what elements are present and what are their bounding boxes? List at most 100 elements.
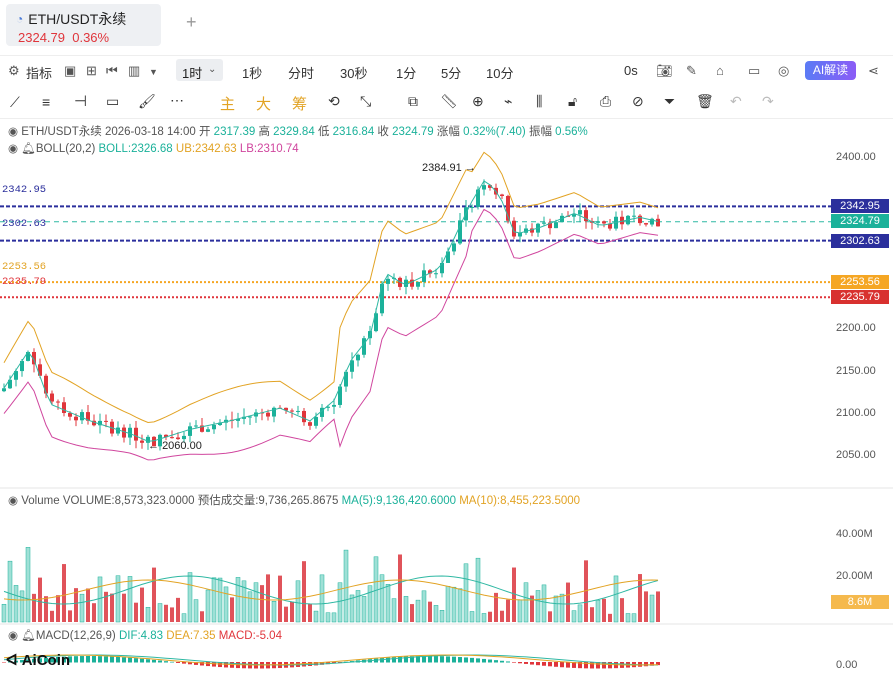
compare-icon[interactable]: ▭ (748, 63, 761, 78)
timeframe-selected[interactable]: 1时 ⌄ (176, 59, 223, 81)
undo-icon[interactable]: ↶ (730, 93, 742, 109)
tf-5m[interactable]: 5分 (441, 66, 462, 81)
candle-body (308, 422, 312, 426)
candle-body (542, 222, 546, 224)
macd-dif: DIF:4.83 (118, 630, 164, 642)
candle-body (344, 371, 348, 387)
volume-bar (385, 584, 391, 623)
collapse-icon[interactable]: ◉ (8, 143, 19, 155)
volume-bar (176, 597, 180, 622)
more-icon[interactable]: ⋯ (170, 92, 184, 108)
macd-bar (578, 662, 582, 669)
loading-icon: ◔ (16, 12, 24, 26)
alert-icon[interactable]: ⎙ (600, 93, 612, 109)
trendline-icon[interactable]: ⟋ (10, 94, 20, 110)
share-icon[interactable]: ⋖ (868, 63, 879, 78)
main-chart-toggle[interactable]: 主 (220, 96, 236, 113)
rect-icon[interactable]: ▭ (106, 93, 120, 109)
brush-icon[interactable]: 🖌︎ (138, 93, 156, 109)
aicoin-logo: ᐊ AiCoin (6, 652, 71, 669)
candle-body (248, 416, 252, 418)
ruler-icon[interactable]: 📏︎ (440, 93, 458, 109)
candle-body (80, 412, 84, 421)
volume-bar (577, 604, 583, 623)
eye-icon[interactable]: ◉ (8, 630, 19, 642)
replay-icon[interactable]: ⏮ (106, 63, 118, 78)
bar-type-icon[interactable]: ▥ (128, 63, 141, 78)
volume-bar (506, 599, 510, 622)
tf-fenshi[interactable]: 分时 (288, 66, 315, 81)
macd-bar (188, 662, 192, 665)
tf-1m[interactable]: 1分 (396, 66, 417, 81)
eye-icon[interactable]: ◉ (8, 126, 19, 138)
chip-toggle[interactable]: 筹 (292, 96, 308, 113)
candles-icon[interactable]: ⫼ (536, 93, 543, 109)
lock-icon[interactable]: 🔓︎ (568, 93, 578, 109)
boll-mid-line (3, 180, 659, 442)
volume-bar (230, 597, 234, 622)
copy-icon[interactable]: ⧉ (408, 93, 418, 109)
candle-body (26, 351, 30, 361)
eye-icon[interactable]: ◉ (8, 495, 19, 507)
candle-body (170, 437, 174, 439)
tf-1s[interactable]: 1秒 (242, 66, 263, 81)
measure-icon[interactable]: ⤡ (360, 93, 372, 109)
lines-icon[interactable]: ≡ (42, 94, 51, 110)
chevron-down-icon[interactable]: ▼ (149, 67, 158, 77)
macd-bar (584, 662, 588, 669)
tf-30s[interactable]: 30秒 (340, 66, 368, 81)
volume-bar (625, 613, 631, 623)
edit-icon[interactable]: ✎ (686, 63, 697, 78)
volume-bar (488, 611, 492, 622)
chart-toolbar: ⚙ 指标 ▣ ⊞ ⏮ ▥ ▼ 1时 ⌄ 1秒 分时 30秒 1分 5分 10分 … (0, 58, 893, 84)
volume-value: VOLUME:8,573,323.0000 (62, 495, 195, 507)
bell-icon[interactable]: 🔔︎ (21, 143, 36, 155)
volume-bar (260, 585, 264, 622)
macd-bar (590, 662, 594, 669)
macd-bar (20, 660, 24, 663)
volume-bar (44, 596, 48, 622)
vol-axis-20m: 20.00M (836, 570, 873, 582)
split-icon[interactable]: ⊞ (86, 63, 97, 78)
hline-icon[interactable]: ⊣ (74, 93, 88, 110)
redo-icon[interactable]: ↷ (762, 93, 774, 109)
volume-bar (32, 593, 36, 622)
macd-bar (500, 660, 504, 663)
camera-icon[interactable]: 📷︎ (656, 63, 673, 78)
macd-bar (212, 662, 216, 667)
candle-body (500, 194, 504, 196)
bell-icon[interactable]: 🔔︎ (21, 630, 36, 642)
macd-bar (2, 662, 6, 663)
big-order-toggle[interactable]: 大 (256, 96, 272, 113)
countdown: 0s (624, 63, 638, 78)
candle-body (644, 223, 648, 225)
line-label-4: 2235.79 (2, 276, 47, 288)
volume-bar (319, 574, 325, 623)
note-icon[interactable]: ⌂ (716, 63, 724, 78)
candle-body (200, 425, 204, 432)
add-tab-icon[interactable]: + (186, 12, 197, 32)
refresh-icon[interactable]: ⟲ (328, 93, 340, 109)
volume-bar (428, 601, 432, 622)
zoom-icon[interactable]: ⊕ (472, 93, 484, 109)
symbol-tab[interactable]: ◔ ETH/USDT永续 2324.79 0.36% (6, 4, 161, 46)
trash-icon[interactable]: 🗑︎ (696, 93, 714, 109)
indicator-icon[interactable]: ⚙ (8, 63, 20, 78)
macd-bar (98, 656, 102, 663)
macd-bar (446, 656, 450, 663)
macd-bar (518, 662, 522, 664)
layout-icon[interactable]: ▣ (64, 63, 77, 78)
timeframe-active-label: 1时 (182, 66, 203, 81)
hide-icon[interactable]: ⊘ (632, 93, 644, 109)
magnet-icon[interactable]: ⌁ (504, 93, 513, 109)
macd-bar (140, 658, 144, 663)
macd-bar (494, 660, 498, 663)
settings-icon[interactable]: ◎ (778, 63, 790, 78)
indicator-button[interactable]: 指标 (26, 66, 53, 81)
volume-bar (421, 590, 427, 623)
filter-icon[interactable]: ⏷ (664, 93, 676, 109)
candle-body (518, 232, 522, 237)
tf-10m[interactable]: 10分 (486, 66, 514, 81)
ai-analysis-button[interactable]: AI解读 (805, 61, 856, 80)
